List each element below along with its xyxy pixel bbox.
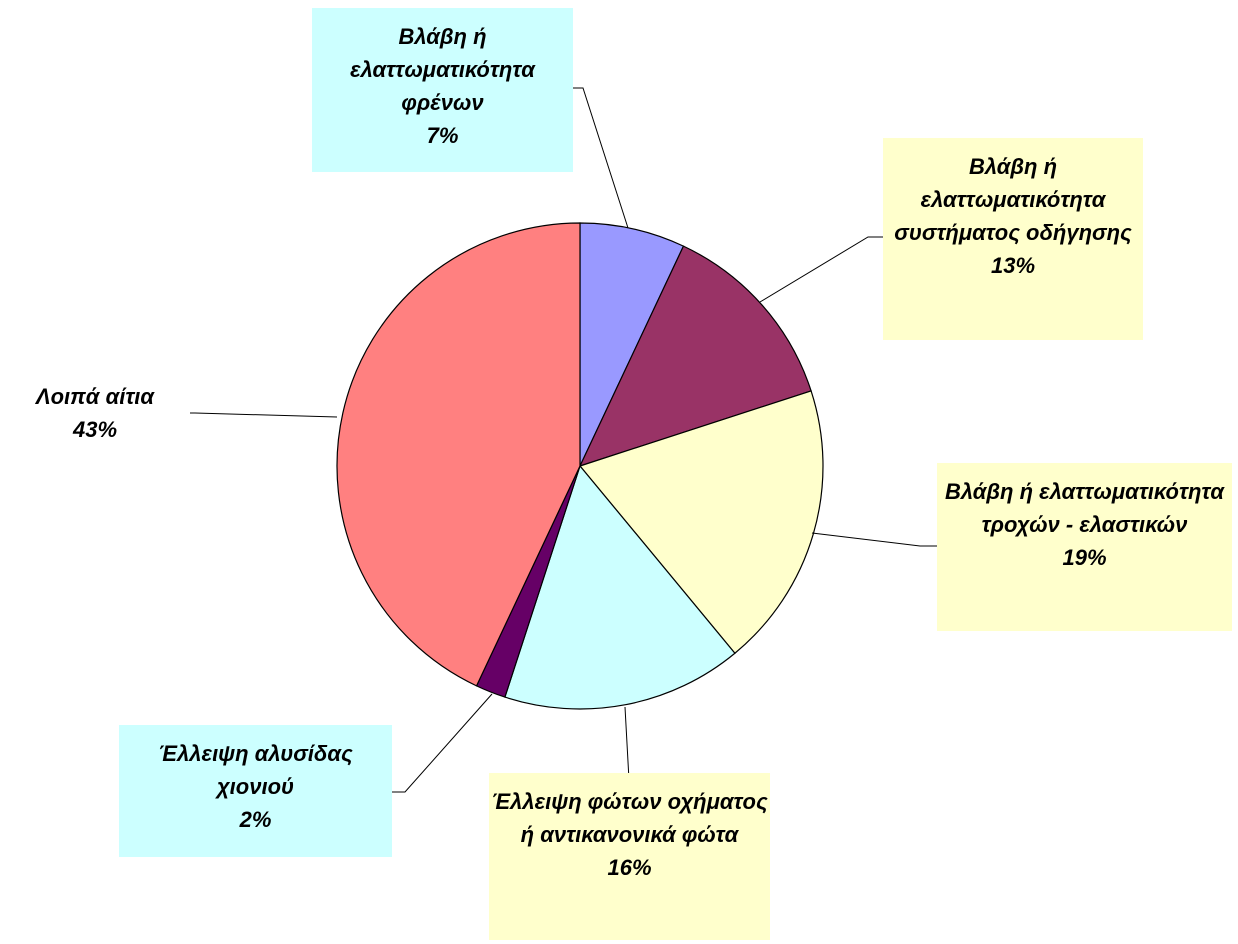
category-name: Έλλειψη φώτων οχήματος ή αντικανονικά φώ… (491, 789, 768, 847)
pie-slice (579, 222, 685, 467)
leader-line (759, 236, 883, 303)
pie-slice (336, 222, 581, 687)
leader-line (811, 532, 937, 547)
category-name: Έλλειψη αλυσίδας χιονιού (158, 741, 353, 799)
data-label: Έλλειψη φώτων οχήματος ή αντικανονικά φώ… (489, 773, 770, 940)
category-name: Βλάβη ή ελαττωματικότητα φρένων (350, 24, 535, 115)
data-label: Βλάβη ή ελαττωματικότητα φρένων 7% (312, 8, 573, 172)
data-label: Λοιπά αίτια 43% (0, 368, 190, 458)
data-label: Βλάβη ή ελαττωματικότητα τροχών - ελαστι… (937, 463, 1232, 631)
value-label: 13% (990, 253, 1036, 278)
category-name: Βλάβη ή ελαττωματικότητα τροχών - ελαστι… (944, 479, 1225, 537)
value-label: 7% (426, 123, 459, 148)
pie-slice (578, 245, 812, 467)
leader-line (392, 693, 493, 793)
leader-line (573, 87, 629, 229)
data-label: Έλλειψη αλυσίδας χιονιού 2% (119, 725, 392, 857)
leader-line (180, 412, 338, 418)
value-label: 19% (1062, 545, 1107, 570)
pie-slice (504, 464, 736, 710)
value-label: 16% (607, 855, 652, 880)
data-label: Βλάβη ή ελαττωματικότητα συστήματος οδήγ… (883, 138, 1143, 340)
category-name: Βλάβη ή ελαττωματικότητα συστήματος οδήγ… (894, 154, 1132, 245)
value-label: 43% (72, 417, 118, 442)
leader-line (624, 706, 630, 781)
pie-slice (578, 390, 824, 655)
category-name: Λοιπά αίτια (35, 384, 155, 409)
value-label: 2% (239, 807, 272, 832)
